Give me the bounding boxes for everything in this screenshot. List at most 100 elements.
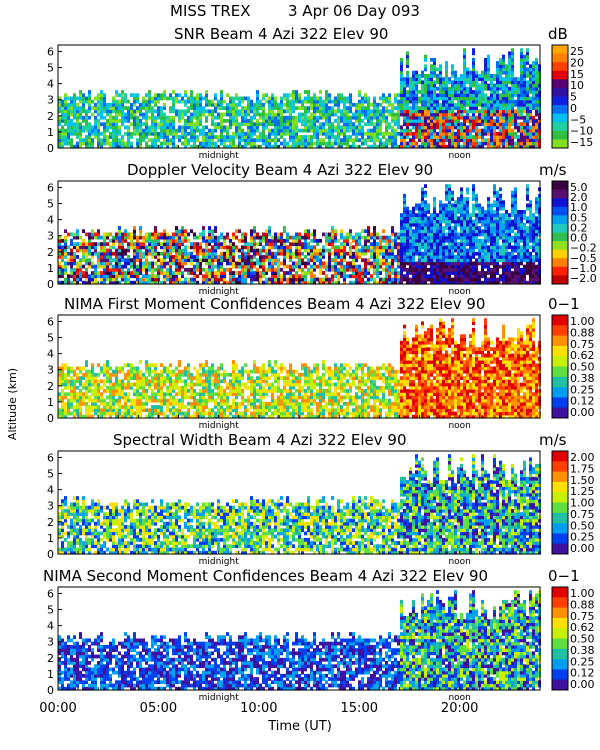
colorbar-segment xyxy=(552,387,568,398)
colorbar-segment xyxy=(552,607,568,619)
colorbar-frame xyxy=(551,180,569,285)
y-tick-label: 2 xyxy=(47,110,54,123)
y-tick-label: 4 xyxy=(47,620,54,633)
y-tick-label: 1 xyxy=(47,126,54,139)
colorbar-tick-label: 1.0 xyxy=(570,201,588,214)
y-tick-label: 6 xyxy=(47,587,54,600)
colorbar-segment xyxy=(552,376,568,388)
midnight-marker: midnight xyxy=(199,557,240,567)
colorbar-tick-label: −1.0 xyxy=(570,262,597,275)
y-tick-label: 6 xyxy=(47,315,54,328)
colorbar-tick-label: 1.25 xyxy=(570,485,595,498)
panel-3: NIMA First Moment Confidences Beam 4 Azi… xyxy=(47,295,595,431)
colorbar-segment xyxy=(552,597,568,609)
colorbar-segment xyxy=(552,533,568,545)
colorbar-frame xyxy=(551,586,569,691)
y-tick-label: 1 xyxy=(47,532,54,545)
colorbar: 1.000.880.750.620.500.380.250.120.00 xyxy=(551,314,595,419)
colorbar-unit: 0−1 xyxy=(548,295,580,313)
y-tick-label: 5 xyxy=(47,332,54,345)
colorbar-tick-label: 0.50 xyxy=(570,633,595,646)
colorbar-tick-label: 0.00 xyxy=(570,678,595,691)
panel-title: Doppler Velocity Beam 4 Azi 322 Elev 90 xyxy=(127,161,433,179)
colorbar-tick-label: 1.75 xyxy=(570,462,595,475)
colorbar-segment xyxy=(552,266,568,276)
heatmap-cells xyxy=(58,318,541,419)
y-tick-label: 5 xyxy=(47,62,54,75)
y-tick-label: 3 xyxy=(47,230,54,243)
colorbar-tick-label: −15 xyxy=(570,136,593,149)
colorbar-segment xyxy=(552,206,568,216)
colorbar-segment xyxy=(552,628,568,639)
y-tick-label: 3 xyxy=(47,94,54,107)
y-tick-label: 4 xyxy=(47,214,54,227)
colorbar-tick-label: 0.62 xyxy=(570,349,595,362)
colorbar-segment xyxy=(552,617,568,629)
y-tick-label: 1 xyxy=(47,262,54,275)
x-tick-label: 00:00 xyxy=(39,701,76,716)
colorbar-frame xyxy=(551,44,569,149)
colorbar-segment xyxy=(552,70,568,80)
y-tick-label: 1 xyxy=(47,396,54,409)
y-tick-label: 6 xyxy=(47,45,54,58)
heatmap-cells xyxy=(58,590,541,691)
colorbar-segment xyxy=(552,130,568,140)
colorbar-segment xyxy=(552,407,568,419)
y-tick-label: 3 xyxy=(47,636,54,649)
colorbar-segment xyxy=(552,356,568,367)
heatmap-cells xyxy=(58,48,541,149)
panel-title: Spectral Width Beam 4 Azi 322 Elev 90 xyxy=(113,431,407,449)
colorbar-unit: 0−1 xyxy=(548,567,580,585)
y-tick-label: 2 xyxy=(47,246,54,259)
colorbar-segment xyxy=(552,325,568,337)
y-tick-label: 6 xyxy=(47,451,54,464)
colorbar-tick-label: 1.00 xyxy=(570,497,595,510)
colorbar-unit: m/s xyxy=(539,431,567,449)
y-tick-label: 0 xyxy=(47,278,54,291)
noon-marker: noon xyxy=(448,693,470,703)
colorbar-segment xyxy=(552,638,568,650)
x-tick-label: 20:00 xyxy=(441,701,478,716)
y-tick-label: 2 xyxy=(47,516,54,529)
colorbar-segment xyxy=(552,113,568,123)
colorbar-tick-label: 0.38 xyxy=(570,644,595,657)
colorbar-tick-label: 0.00 xyxy=(570,542,595,555)
colorbar-tick-label: 5.0 xyxy=(570,181,588,194)
colorbar-segment xyxy=(552,105,568,115)
y-tick-label: 6 xyxy=(47,181,54,194)
y-tick-label: 0 xyxy=(47,142,54,155)
panel-title: NIMA Second Moment Confidences Beam 4 Az… xyxy=(43,567,488,585)
colorbar-segment xyxy=(552,481,568,493)
colorbar-tick-label: 0.0 xyxy=(570,232,588,245)
colorbar-segment xyxy=(552,223,568,233)
y-tick-label: 0 xyxy=(47,684,54,697)
colorbar-segment xyxy=(552,679,568,691)
y-tick-label: 0 xyxy=(47,548,54,561)
colorbar-tick-label: 0.75 xyxy=(570,508,595,521)
heatmap-cells xyxy=(58,184,541,285)
midnight-marker: midnight xyxy=(199,693,240,703)
colorbar-segment xyxy=(552,232,568,242)
midnight-marker: midnight xyxy=(199,421,240,431)
panel-5: NIMA Second Moment Confidences Beam 4 Az… xyxy=(43,567,595,703)
y-tick-label: 3 xyxy=(47,500,54,513)
y-tick-label: 3 xyxy=(47,364,54,377)
colorbar-segment xyxy=(552,241,568,251)
colorbar-segment xyxy=(552,62,568,72)
panel-2: Doppler Velocity Beam 4 Azi 322 Elev 90 m… xyxy=(47,161,597,297)
colorbar-segment xyxy=(552,587,568,598)
colorbar-tick-label: 0.00 xyxy=(570,406,595,419)
midnight-marker: midnight xyxy=(199,151,240,161)
colorbar: 2.001.751.501.251.000.750.500.250.00 xyxy=(551,450,595,555)
colorbar-tick-label: 1.00 xyxy=(570,587,595,600)
panel-1: SNR Beam 4 Azi 322 Elev 90 dB 0 1 2 3 4 5 6 midni… xyxy=(47,25,593,161)
colorbar-tick-label: 0.50 xyxy=(570,361,595,374)
colorbar-segment xyxy=(552,471,568,483)
colorbar-frame xyxy=(551,314,569,419)
colorbar-segment xyxy=(552,122,568,132)
noon-marker: noon xyxy=(448,287,470,297)
colorbar-segment xyxy=(552,181,568,191)
y-tick-label: 4 xyxy=(47,484,54,497)
colorbar-segment xyxy=(552,198,568,208)
